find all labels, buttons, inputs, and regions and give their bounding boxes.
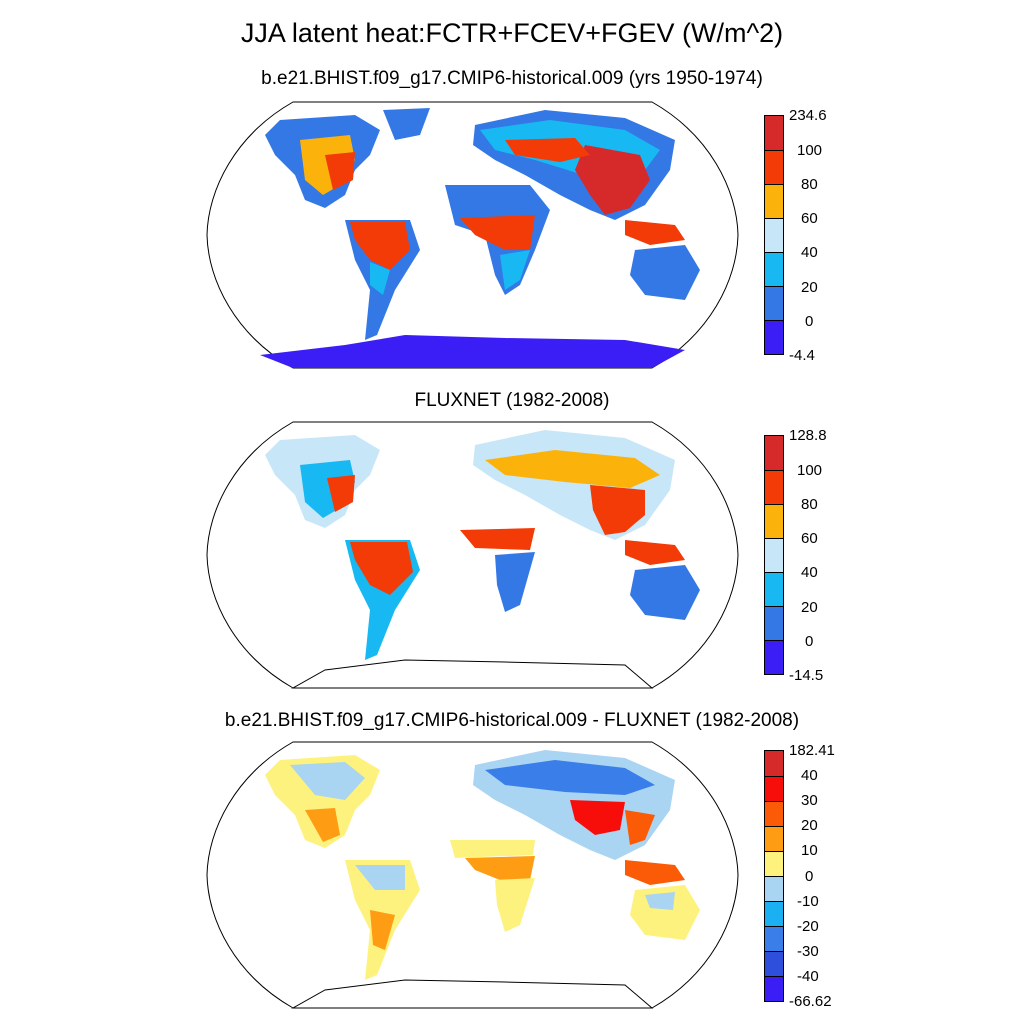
- cbar-1-label-7: -4.4: [789, 347, 815, 364]
- cbar-3-label-4: 10: [801, 842, 818, 859]
- colorbar-1-segment-3: [765, 218, 783, 252]
- colorbar-3-segment-8: [765, 951, 783, 976]
- cbar-3-label-10: -66.62: [789, 993, 832, 1010]
- colorbar-1-segment-1: [765, 150, 783, 184]
- colorbar-1-segment-4: [765, 252, 783, 286]
- cbar-3-label-5: 0: [805, 868, 814, 885]
- cbar-2-label-1: 100: [797, 462, 823, 479]
- panel-1-title: b.e21.BHIST.f09_g17.CMIP6-historical.009…: [261, 68, 763, 89]
- panel-2-colorbar: [764, 435, 784, 675]
- figure-title: JJA latent heat:FCTR+FCEV+FGEV (W/m^2): [240, 18, 784, 48]
- colorbar-2-segment-5: [765, 606, 783, 640]
- cbar-1-label-5: 20: [801, 279, 818, 296]
- cbar-2-label-4: 40: [801, 564, 818, 581]
- panel-1-colorbar: [764, 115, 784, 355]
- cbar-3-label-8: -30: [797, 943, 819, 960]
- colorbar-3-segment-1: [765, 776, 783, 801]
- colorbar-1-segment-5: [765, 286, 783, 320]
- australia: [630, 245, 700, 300]
- colorbar-2-segment-0: [765, 436, 783, 470]
- panel-2-title: FLUXNET (1982-2008): [414, 390, 610, 411]
- panel-3-map: [206, 741, 739, 1009]
- colorbar-2-segment-1: [765, 470, 783, 504]
- panel-1-map: [206, 101, 739, 369]
- cbar-3-label-6: -10: [797, 893, 819, 910]
- panel-3-colorbar: [764, 750, 784, 1002]
- colorbar-3-segment-2: [765, 801, 783, 826]
- cbar-1-label-4: 40: [801, 244, 818, 261]
- cbar-2-label-7: -14.5: [789, 667, 824, 684]
- cbar-2-label-5: 20: [801, 599, 818, 616]
- colorbar-2-segment-4: [765, 572, 783, 606]
- cbar-1-label-1: 100: [797, 142, 823, 159]
- cbar-3-label-3: 20: [801, 817, 818, 834]
- cbar-3-label-9: -40: [797, 968, 819, 985]
- cbar-3-label-0: 182.41: [789, 742, 835, 759]
- colorbar-3-segment-4: [765, 851, 783, 876]
- colorbar-1-segment-2: [765, 184, 783, 218]
- cbar-3-label-2: 30: [801, 792, 818, 809]
- cbar-2-label-6: 0: [805, 633, 814, 650]
- colorbar-2-segment-2: [765, 504, 783, 538]
- colorbar-1-segment-6: [765, 320, 783, 354]
- cbar-1-label-2: 80: [801, 176, 818, 193]
- cbar-2-label-3: 60: [801, 530, 818, 547]
- colorbar-3-segment-9: [765, 976, 783, 1001]
- colorbar-3-segment-0: [765, 751, 783, 776]
- cbar-3-label-1: 40: [801, 767, 818, 784]
- panel-3-title: b.e21.BHIST.f09_g17.CMIP6-historical.009…: [224, 710, 800, 731]
- colorbar-3-segment-5: [765, 876, 783, 901]
- cbar-2-label-2: 80: [801, 496, 818, 513]
- cbar-2-label-0: 128.8: [789, 427, 827, 444]
- cbar-3-label-7: -20: [797, 918, 819, 935]
- colorbar-1-segment-0: [765, 116, 783, 150]
- cbar-1-label-6: 0: [805, 313, 814, 330]
- colorbar-2-segment-6: [765, 640, 783, 674]
- colorbar-3-segment-3: [765, 826, 783, 851]
- antarctica: [260, 335, 685, 368]
- cbar-1-label-3: 60: [801, 210, 818, 227]
- colorbar-3-segment-6: [765, 901, 783, 926]
- colorbar-2-segment-3: [765, 538, 783, 572]
- panel-2-map: [206, 421, 739, 689]
- colorbar-3-segment-7: [765, 926, 783, 951]
- greenland: [383, 108, 430, 140]
- cbar-1-label-0: 234.6: [789, 107, 827, 124]
